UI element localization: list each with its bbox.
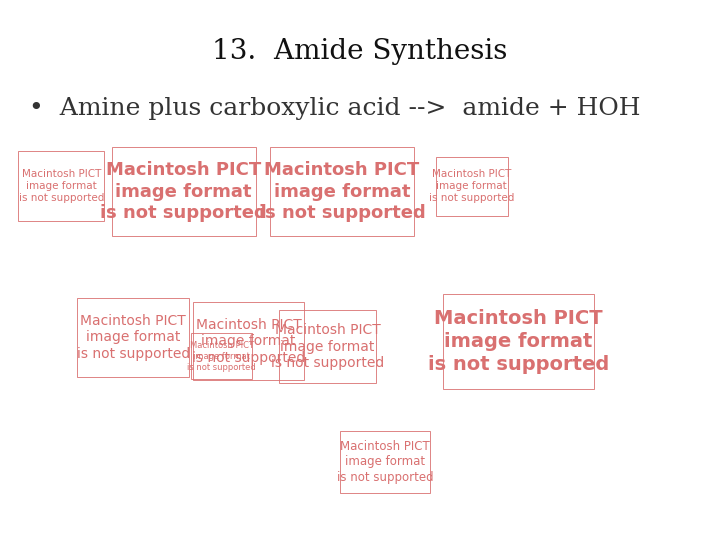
Bar xyxy=(443,294,594,389)
Text: Macintosh PICT
image format
is not supported: Macintosh PICT image format is not suppo… xyxy=(337,440,433,484)
Text: Macintosh PICT
image format
is not supported: Macintosh PICT image format is not suppo… xyxy=(429,170,514,203)
Text: Macintosh PICT
image format
is not supported: Macintosh PICT image format is not suppo… xyxy=(271,323,384,370)
Text: Macintosh PICT
image format
is not supported: Macintosh PICT image format is not suppo… xyxy=(19,170,104,203)
Text: •  Amine plus carboxylic acid -->  amide + HOH: • Amine plus carboxylic acid --> amide +… xyxy=(29,97,640,120)
Bar xyxy=(78,298,189,377)
Bar xyxy=(192,302,304,380)
Text: Macintosh PICT
image format
is not supported: Macintosh PICT image format is not suppo… xyxy=(187,341,256,372)
Bar xyxy=(112,147,256,237)
Text: Macintosh PICT
image format
is not supported: Macintosh PICT image format is not suppo… xyxy=(258,161,426,222)
Text: Macintosh PICT
image format
is not supported: Macintosh PICT image format is not suppo… xyxy=(192,318,305,365)
Text: Macintosh PICT
image format
is not supported: Macintosh PICT image format is not suppo… xyxy=(428,309,609,374)
Bar xyxy=(192,333,253,379)
Bar xyxy=(270,147,414,237)
Bar xyxy=(18,151,104,221)
Bar xyxy=(279,310,376,383)
Text: Macintosh PICT
image format
is not supported: Macintosh PICT image format is not suppo… xyxy=(76,314,190,361)
Bar xyxy=(341,431,431,492)
Bar xyxy=(436,157,508,216)
Text: 13.  Amide Synthesis: 13. Amide Synthesis xyxy=(212,38,508,65)
Text: Macintosh PICT
image format
is not supported: Macintosh PICT image format is not suppo… xyxy=(100,161,267,222)
